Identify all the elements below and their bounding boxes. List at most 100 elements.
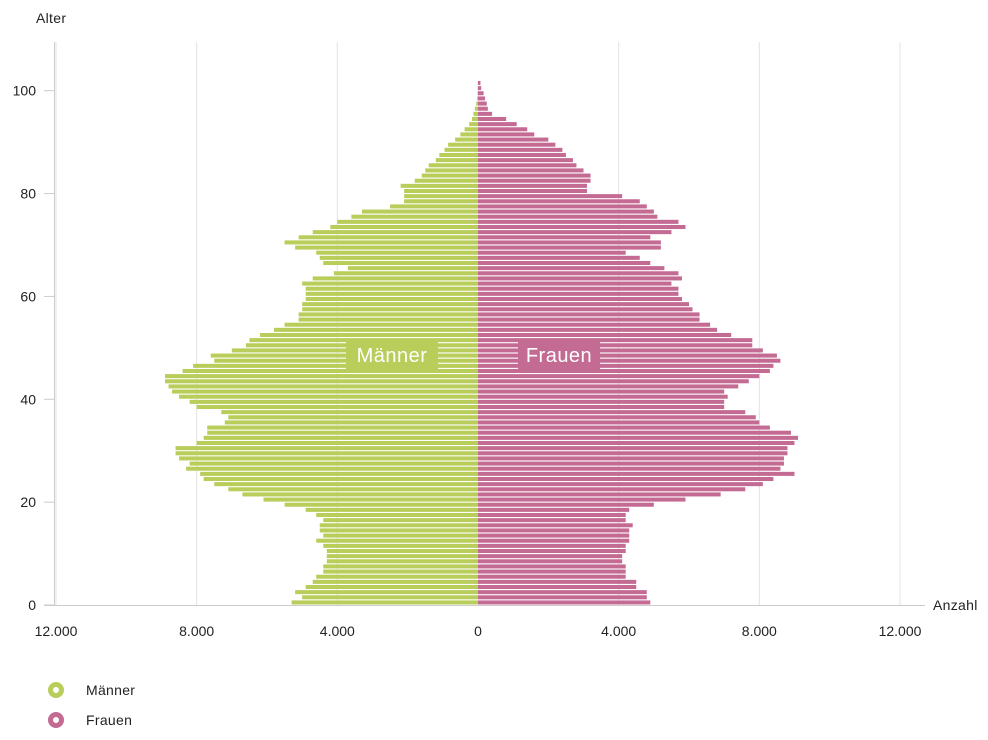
x-tick-label: 0	[474, 623, 482, 639]
bar-frauen	[478, 179, 591, 183]
bar-maenner	[473, 112, 478, 116]
bar-frauen	[478, 271, 678, 275]
bar-maenner	[475, 107, 478, 111]
bar-frauen	[478, 127, 527, 131]
y-tick-label: 0	[28, 597, 36, 613]
legend-item-maenner[interactable]: Männer	[48, 680, 135, 700]
bar-maenner	[228, 487, 478, 491]
bar-maenner	[316, 575, 478, 579]
bar-frauen	[478, 477, 773, 481]
bar-frauen	[478, 240, 661, 244]
bar-maenner	[313, 276, 478, 280]
bar-maenner	[292, 600, 478, 604]
legend-marker-maenner-icon	[48, 682, 64, 698]
x-tick-label: 12.000	[879, 623, 922, 639]
bar-frauen	[478, 225, 685, 229]
bar-frauen	[478, 81, 480, 85]
bar-frauen	[478, 441, 795, 445]
bar-maenner	[242, 492, 478, 496]
bar-maenner	[448, 143, 478, 147]
bar-maenner	[207, 431, 478, 435]
x-axis-title: Anzahl	[933, 597, 978, 613]
bar-frauen	[478, 549, 626, 553]
bar-maenner	[404, 194, 478, 198]
legend-label-maenner: Männer	[86, 682, 135, 698]
bar-frauen	[478, 395, 728, 399]
bar-frauen	[478, 600, 650, 604]
bar-frauen	[478, 580, 636, 584]
bar-maenner	[404, 189, 478, 193]
x-tick-label: 8.000	[179, 623, 214, 639]
bar-frauen	[478, 462, 784, 466]
bar-maenner	[169, 384, 478, 388]
bar-frauen	[478, 456, 784, 460]
bar-maenner	[323, 544, 478, 548]
bar-frauen	[478, 153, 566, 157]
bar-frauen	[478, 328, 717, 332]
bar-frauen	[478, 220, 678, 224]
bar-frauen	[478, 168, 584, 172]
bar-frauen	[478, 163, 576, 167]
bar-frauen	[478, 420, 759, 424]
bar-maenner	[179, 395, 478, 399]
bar-frauen	[478, 266, 664, 270]
bar-frauen	[478, 184, 587, 188]
legend-label-frauen: Frauen	[86, 712, 132, 728]
bar-frauen	[478, 513, 626, 517]
legend-item-frauen[interactable]: Frauen	[48, 710, 135, 730]
bar-maenner	[306, 297, 478, 301]
bar-frauen	[478, 102, 487, 106]
bar-frauen	[478, 143, 555, 147]
bar-frauen	[478, 585, 636, 589]
bar-maenner	[320, 256, 478, 260]
bar-frauen	[478, 302, 689, 306]
y-axis-title: Alter	[36, 10, 66, 26]
bar-frauen	[478, 122, 517, 126]
bar-maenner	[221, 410, 478, 414]
y-tick-label: 20	[20, 494, 36, 510]
bar-frauen	[478, 215, 657, 219]
bar-maenner	[313, 580, 478, 584]
y-tick-label: 60	[20, 288, 36, 304]
x-tick-label: 4.000	[320, 623, 355, 639]
bar-frauen	[478, 148, 562, 152]
bar-frauen	[478, 498, 685, 502]
bar-maenner	[472, 117, 478, 121]
bar-frauen	[478, 96, 485, 100]
bar-maenner	[362, 210, 478, 214]
bar-frauen	[478, 292, 678, 296]
bar-maenner	[207, 426, 478, 430]
bar-maenner	[214, 482, 478, 486]
x-tick-label: 12.000	[35, 623, 78, 639]
bar-frauen	[478, 539, 629, 543]
bar-frauen	[478, 595, 647, 599]
bar-frauen	[478, 431, 791, 435]
bar-frauen	[478, 312, 700, 316]
bar-frauen	[478, 405, 724, 409]
bar-maenner	[190, 400, 478, 404]
bar-maenner	[172, 390, 478, 394]
bar-maenner	[295, 590, 478, 594]
bar-maenner	[260, 333, 478, 337]
bar-frauen	[478, 415, 756, 419]
bar-frauen	[478, 564, 626, 568]
bar-frauen	[478, 390, 724, 394]
bar-frauen	[478, 86, 481, 90]
x-tick-label: 4.000	[601, 623, 636, 639]
bar-maenner	[327, 559, 478, 563]
bar-frauen	[478, 436, 798, 440]
bar-maenner	[183, 369, 478, 373]
bar-frauen	[478, 132, 534, 136]
bar-maenner	[299, 235, 478, 239]
bar-maenner	[299, 312, 478, 316]
bar-frauen	[478, 451, 787, 455]
series-label-frauen-text: Frauen	[526, 345, 592, 367]
bar-maenner	[190, 462, 478, 466]
bar-frauen	[478, 575, 626, 579]
bar-frauen	[478, 374, 759, 378]
bar-frauen	[478, 107, 488, 111]
bar-maenner	[476, 102, 478, 106]
bar-maenner	[302, 307, 478, 311]
bar-frauen	[478, 251, 626, 255]
